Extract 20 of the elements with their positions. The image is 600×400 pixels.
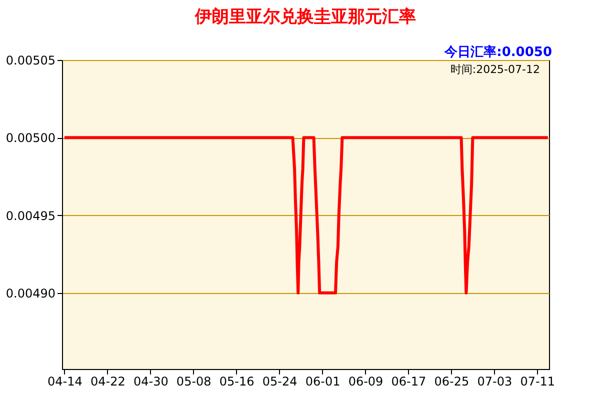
y-tick-label: 0.00490 [6,286,56,300]
text: 今日汇率:0.0050 [444,44,552,60]
x-tick-label: 07-03 [477,374,512,388]
x-tick-label: 04-22 [90,374,126,388]
x-tick-label: 04-30 [133,374,168,388]
y-tick-label: 0.00500 [6,131,56,146]
chart-title: 伊朗里亚尔兑换圭亚那元汇率 [194,7,416,27]
annotation: 时间:2025-07-12 [450,63,540,76]
line-series [62,136,549,294]
y-tick-label: 0.00505 [6,54,56,68]
x-tick-label: 04-14 [48,374,82,388]
x-tick-label: 06-25 [434,374,470,388]
x-tick-label: 06-17 [391,374,426,388]
x-tick-label: 05-16 [219,374,254,388]
x-tick-label: 05-08 [176,374,212,388]
x-tick-label: 07-11 [520,374,556,388]
y-tick-label: 0.00495 [6,208,56,223]
x-tick-label: 05-24 [262,374,298,388]
x-tick-label: 06-01 [305,374,340,388]
x-tick-label: 06-09 [348,374,384,388]
